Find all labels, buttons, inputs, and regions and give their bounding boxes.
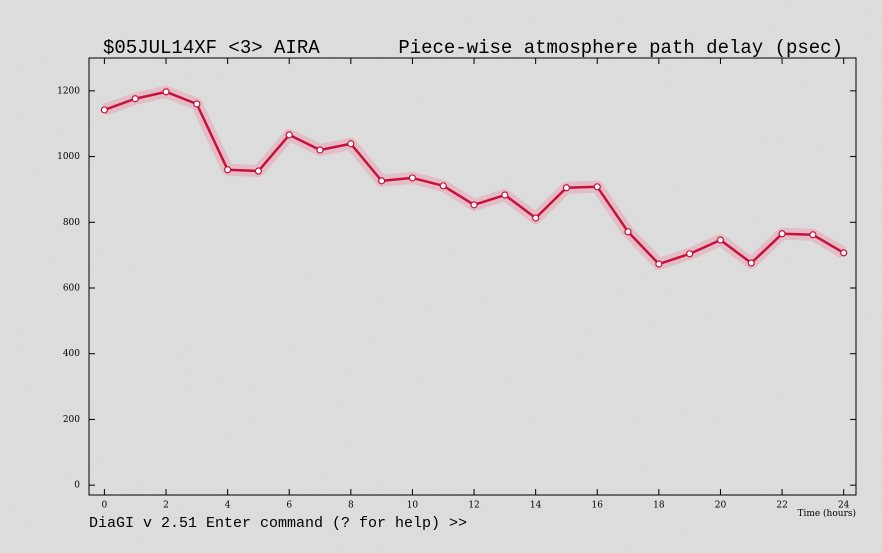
point — [378, 177, 386, 185]
point — [316, 146, 324, 154]
x-tick-label: 6 — [286, 501, 292, 511]
point — [224, 166, 232, 174]
x-tick-label: 8 — [348, 501, 354, 511]
x-tick-label: 10 — [407, 501, 419, 511]
x-tick-label: 20 — [715, 501, 727, 511]
point — [809, 231, 817, 239]
point — [100, 106, 109, 114]
chart-title: $05JUL14XF <3> AIRA — [103, 37, 320, 59]
y-tick-label: 1000 — [57, 152, 80, 162]
point — [624, 228, 632, 236]
y-tick-label: 200 — [63, 415, 80, 425]
point — [840, 249, 848, 257]
point — [439, 182, 447, 190]
y-tick-label: 0 — [74, 481, 80, 491]
x-tick-label: 0 — [102, 501, 108, 511]
point — [470, 201, 478, 209]
point — [347, 140, 355, 148]
x-tick-label: 2 — [163, 501, 169, 511]
command-prompt: DiaGI v 2.51 Enter command (? for help) … — [89, 515, 467, 532]
point — [747, 259, 755, 267]
x-tick-label: 12 — [468, 501, 479, 511]
x-tick-label: 4 — [225, 501, 231, 511]
x-axis-label: Time (hours) — [797, 508, 856, 519]
point — [532, 214, 540, 222]
y-tick-label: 1200 — [57, 86, 80, 96]
plot-frame — [88, 57, 857, 496]
chart-subtitle: Piece-wise atmosphere path delay (psec) — [398, 37, 843, 59]
point — [562, 184, 571, 192]
point — [593, 183, 601, 191]
point — [655, 260, 663, 268]
point — [501, 191, 509, 199]
point — [686, 250, 694, 258]
point — [131, 95, 139, 103]
point — [408, 174, 417, 182]
point — [254, 167, 263, 175]
point — [193, 100, 201, 108]
x-tick-label: 16 — [592, 501, 604, 511]
y-tick-label: 600 — [63, 284, 80, 294]
y-tick-label: 400 — [63, 349, 80, 359]
point — [716, 236, 725, 244]
x-tick-label: 24 — [838, 501, 850, 511]
y-tick-label: 800 — [63, 218, 80, 228]
point — [778, 230, 786, 238]
x-tick-label: 22 — [776, 501, 787, 511]
point — [285, 131, 293, 139]
x-tick-label: 14 — [530, 501, 542, 511]
point — [162, 88, 170, 96]
x-tick-label: 18 — [653, 501, 665, 511]
